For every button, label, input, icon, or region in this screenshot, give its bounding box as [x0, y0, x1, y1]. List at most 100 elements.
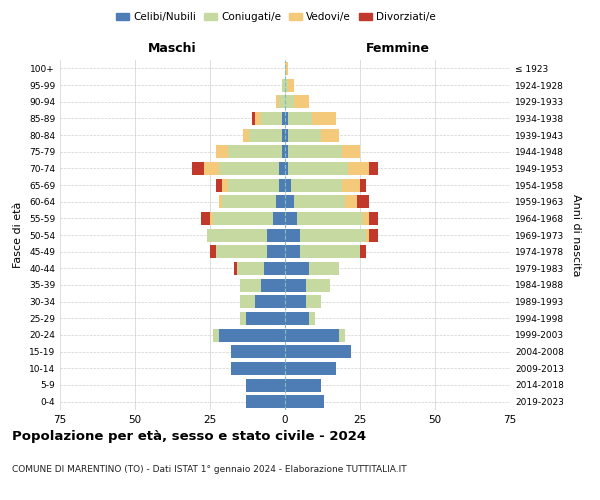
Bar	[255, 295, 285, 308]
Bar	[282, 128, 285, 141]
Bar	[285, 328, 339, 342]
Bar	[279, 178, 285, 192]
Bar	[312, 112, 336, 125]
Text: COMUNE DI MARENTINO (TO) - Dati ISTAT 1° gennaio 2024 - Elaborazione TUTTITALIA.: COMUNE DI MARENTINO (TO) - Dati ISTAT 1°…	[12, 465, 407, 474]
Bar	[282, 145, 285, 158]
Bar	[345, 195, 357, 208]
Bar	[282, 78, 285, 92]
Bar	[342, 178, 360, 192]
Bar	[285, 262, 309, 275]
Bar	[288, 112, 312, 125]
Bar	[348, 162, 369, 175]
Bar	[279, 162, 285, 175]
Bar	[222, 178, 228, 192]
Bar	[309, 262, 339, 275]
Bar	[210, 245, 216, 258]
Text: Femmine: Femmine	[365, 42, 430, 55]
Bar	[285, 295, 306, 308]
Bar	[276, 95, 279, 108]
Bar	[360, 245, 366, 258]
Bar	[222, 195, 276, 208]
Bar	[237, 262, 264, 275]
Bar	[339, 328, 345, 342]
Bar	[267, 228, 285, 241]
Bar	[285, 178, 291, 192]
Bar	[261, 112, 282, 125]
Text: Popolazione per età, sesso e stato civile - 2024: Popolazione per età, sesso e stato civil…	[12, 430, 366, 443]
Bar	[231, 345, 285, 358]
Bar	[264, 262, 285, 275]
Bar	[240, 278, 261, 291]
Legend: Celibi/Nubili, Coniugati/e, Vedovi/e, Divorziati/e: Celibi/Nubili, Coniugati/e, Vedovi/e, Di…	[112, 8, 440, 26]
Bar	[204, 162, 219, 175]
Bar	[246, 378, 285, 392]
Text: Maschi: Maschi	[148, 42, 197, 55]
Bar	[285, 278, 306, 291]
Bar	[279, 95, 285, 108]
Bar	[249, 128, 282, 141]
Bar	[285, 212, 297, 225]
Bar	[288, 162, 348, 175]
Bar	[288, 128, 321, 141]
Bar	[234, 262, 237, 275]
Bar	[255, 112, 261, 125]
Bar	[285, 95, 294, 108]
Bar	[288, 145, 342, 158]
Bar	[240, 312, 246, 325]
Bar	[207, 228, 267, 241]
Bar	[285, 395, 324, 408]
Bar	[216, 178, 222, 192]
Y-axis label: Fasce di età: Fasce di età	[13, 202, 23, 268]
Bar	[219, 162, 279, 175]
Bar	[210, 212, 213, 225]
Bar	[285, 112, 288, 125]
Bar	[285, 378, 321, 392]
Bar	[261, 278, 285, 291]
Bar	[273, 212, 285, 225]
Bar	[291, 178, 342, 192]
Bar	[294, 195, 345, 208]
Bar	[219, 328, 285, 342]
Bar	[300, 228, 366, 241]
Bar	[294, 95, 309, 108]
Bar	[213, 328, 219, 342]
Bar	[285, 145, 288, 158]
Bar	[285, 362, 336, 375]
Bar	[297, 212, 363, 225]
Bar	[252, 112, 255, 125]
Bar	[267, 245, 285, 258]
Bar	[228, 178, 279, 192]
Bar	[213, 212, 273, 225]
Bar	[240, 295, 255, 308]
Bar	[309, 312, 315, 325]
Bar	[342, 145, 360, 158]
Bar	[246, 395, 285, 408]
Y-axis label: Anni di nascita: Anni di nascita	[571, 194, 581, 276]
Bar	[366, 228, 369, 241]
Bar	[285, 128, 288, 141]
Bar	[285, 162, 288, 175]
Bar	[216, 145, 228, 158]
Bar	[357, 195, 369, 208]
Bar	[288, 78, 294, 92]
Bar	[282, 112, 285, 125]
Bar	[369, 228, 378, 241]
Bar	[369, 162, 378, 175]
Bar	[363, 212, 369, 225]
Bar	[231, 362, 285, 375]
Bar	[243, 128, 249, 141]
Bar	[285, 78, 288, 92]
Bar	[201, 212, 210, 225]
Bar	[285, 228, 300, 241]
Bar	[285, 345, 351, 358]
Bar	[321, 128, 339, 141]
Bar	[216, 245, 267, 258]
Bar	[306, 295, 321, 308]
Bar	[228, 145, 282, 158]
Bar	[285, 195, 294, 208]
Bar	[285, 62, 288, 75]
Bar	[300, 245, 360, 258]
Bar	[285, 245, 300, 258]
Bar	[285, 312, 309, 325]
Bar	[369, 212, 378, 225]
